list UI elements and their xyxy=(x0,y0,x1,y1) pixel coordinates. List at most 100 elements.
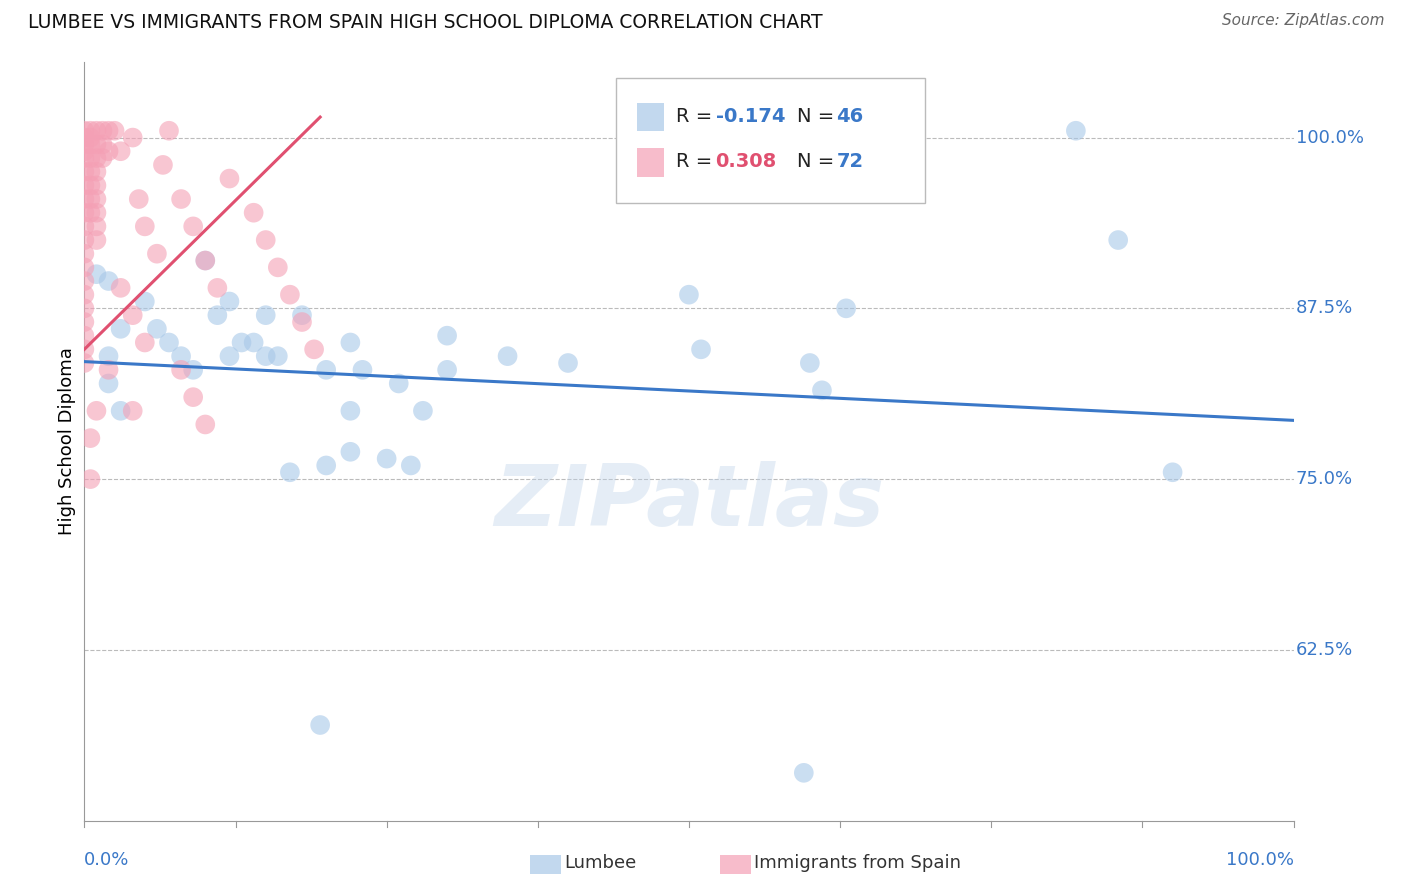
Point xyxy=(207,281,229,295)
Point xyxy=(86,151,108,165)
Text: 100.0%: 100.0% xyxy=(1226,851,1294,869)
Point xyxy=(170,349,193,363)
Point xyxy=(557,356,579,370)
Point xyxy=(91,151,114,165)
Point xyxy=(97,274,120,288)
Point xyxy=(73,328,96,343)
Point xyxy=(315,458,337,473)
Point xyxy=(690,343,713,357)
Point xyxy=(181,363,204,377)
Point xyxy=(157,335,180,350)
Point xyxy=(254,349,277,363)
Point xyxy=(146,246,169,260)
Text: 0.0%: 0.0% xyxy=(84,851,129,869)
Point xyxy=(86,267,108,281)
Point xyxy=(375,451,398,466)
Point xyxy=(110,404,132,418)
Point xyxy=(170,192,193,206)
Text: R =: R = xyxy=(676,153,718,171)
Text: N =: N = xyxy=(797,153,839,171)
Point xyxy=(207,308,229,322)
Point xyxy=(436,363,458,377)
Point xyxy=(86,124,108,138)
Text: -0.174: -0.174 xyxy=(716,107,785,126)
Point xyxy=(811,384,834,398)
Point xyxy=(86,165,108,179)
Point xyxy=(79,151,101,165)
Point xyxy=(278,465,301,479)
Point xyxy=(86,192,108,206)
Point xyxy=(73,233,96,247)
Text: Source: ZipAtlas.com: Source: ZipAtlas.com xyxy=(1222,13,1385,29)
Point xyxy=(793,765,815,780)
Point xyxy=(231,335,253,350)
Point xyxy=(73,165,96,179)
Point xyxy=(291,315,314,329)
Text: 72: 72 xyxy=(837,153,863,171)
Point xyxy=(302,343,325,357)
Point xyxy=(97,124,120,138)
Point xyxy=(218,171,240,186)
Point xyxy=(388,376,411,391)
Text: 46: 46 xyxy=(837,107,863,126)
Text: R =: R = xyxy=(676,107,718,126)
Point xyxy=(339,404,361,418)
Point xyxy=(134,335,156,350)
Point xyxy=(79,165,101,179)
Point xyxy=(79,472,101,486)
Point xyxy=(799,356,821,370)
Point xyxy=(412,404,434,418)
Point xyxy=(1161,465,1184,479)
Text: Lumbee: Lumbee xyxy=(564,855,636,872)
Point xyxy=(267,349,290,363)
Point xyxy=(1064,124,1087,138)
Point xyxy=(73,301,96,316)
Y-axis label: High School Diploma: High School Diploma xyxy=(58,348,76,535)
FancyBboxPatch shape xyxy=(616,78,925,202)
Point xyxy=(134,294,156,309)
Point xyxy=(121,130,143,145)
Point xyxy=(73,124,96,138)
Point xyxy=(399,458,422,473)
Point xyxy=(86,233,108,247)
Point xyxy=(352,363,374,377)
Point xyxy=(73,287,96,301)
Point xyxy=(79,205,101,219)
Point xyxy=(73,356,96,370)
Point xyxy=(146,322,169,336)
Point xyxy=(254,233,277,247)
Point xyxy=(194,253,217,268)
Point xyxy=(110,145,132,159)
Point xyxy=(73,145,96,159)
Point xyxy=(254,308,277,322)
Point xyxy=(73,315,96,329)
Point xyxy=(97,376,120,391)
Point xyxy=(267,260,290,275)
Point xyxy=(73,343,96,357)
Point xyxy=(835,301,858,316)
Point xyxy=(79,431,101,445)
Point xyxy=(110,281,132,295)
Point xyxy=(152,158,174,172)
Point xyxy=(678,287,700,301)
Text: 87.5%: 87.5% xyxy=(1296,300,1353,318)
Point xyxy=(128,192,150,206)
Point xyxy=(242,335,264,350)
Point xyxy=(79,137,101,152)
Point xyxy=(339,444,361,458)
Point xyxy=(97,349,120,363)
Point xyxy=(309,718,332,732)
Point xyxy=(436,328,458,343)
Point xyxy=(73,178,96,193)
Point xyxy=(181,219,204,234)
Text: LUMBEE VS IMMIGRANTS FROM SPAIN HIGH SCHOOL DIPLOMA CORRELATION CHART: LUMBEE VS IMMIGRANTS FROM SPAIN HIGH SCH… xyxy=(28,13,823,32)
Point xyxy=(86,137,108,152)
Text: 75.0%: 75.0% xyxy=(1296,470,1353,488)
Point xyxy=(218,349,240,363)
Point xyxy=(86,404,108,418)
Point xyxy=(91,137,114,152)
Point xyxy=(1107,233,1129,247)
Text: N =: N = xyxy=(797,107,839,126)
Point xyxy=(134,219,156,234)
Point xyxy=(79,192,101,206)
